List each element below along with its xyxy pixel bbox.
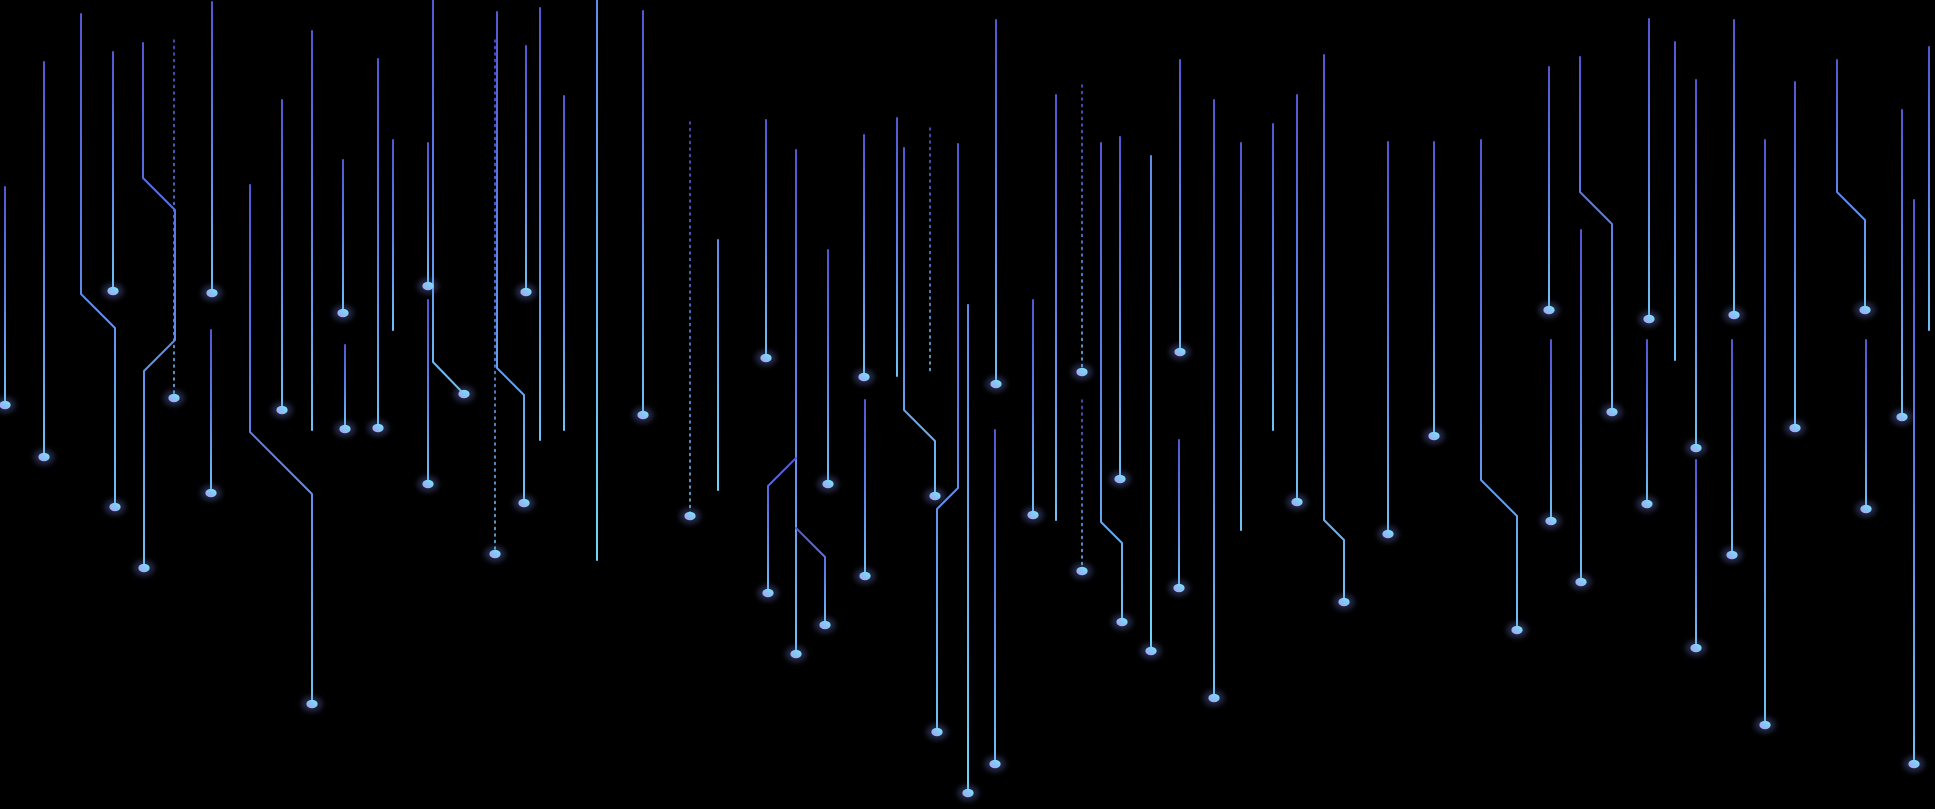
beam-end-dot <box>138 563 150 573</box>
beam-end-dot <box>684 511 696 521</box>
beam-end-dot <box>1641 499 1653 509</box>
beam-end-dot <box>489 549 501 559</box>
beam-end-dot <box>858 372 870 382</box>
beam-end-dot <box>1291 497 1303 507</box>
beam-end-dot <box>990 379 1002 389</box>
beam-end-dot <box>822 479 834 489</box>
beam-end-dot <box>1690 643 1702 653</box>
beam-end-dot <box>306 699 318 709</box>
beam-end-dot <box>1575 577 1587 587</box>
beam-line <box>1836 59 1866 311</box>
beam-end-dot <box>205 488 217 498</box>
beam-end-dot <box>1789 423 1801 433</box>
beam-end-dot <box>1027 510 1039 520</box>
beam-end-dot <box>637 410 649 420</box>
beam-end-dot <box>1545 516 1557 526</box>
beam-end-dot <box>520 287 532 297</box>
beam-end-dot <box>422 479 434 489</box>
beam-end-dot <box>819 620 831 630</box>
beam-end-dot <box>372 423 384 433</box>
beam-end-dot <box>518 498 530 508</box>
beam-end-dot <box>168 393 180 403</box>
beam-end-dot <box>339 424 351 434</box>
beam-line <box>795 527 826 626</box>
beam-line <box>1323 54 1345 603</box>
beam-line <box>1579 56 1613 413</box>
beam-end-dot <box>760 353 772 363</box>
beam-end-dot <box>1606 407 1618 417</box>
beam-line <box>1100 142 1123 623</box>
beam-end-dot <box>1896 412 1908 422</box>
beam-line <box>936 143 959 733</box>
beam-end-dot <box>762 588 774 598</box>
beam-end-dot <box>206 288 218 298</box>
beam-end-dot <box>1759 720 1771 730</box>
beam-end-dot <box>1543 305 1555 315</box>
beam-end-dot <box>276 405 288 415</box>
beam-end-dot <box>1145 646 1157 656</box>
beam-end-dot <box>1728 310 1740 320</box>
beam-end-dot <box>337 308 349 318</box>
beam-end-dot <box>1114 474 1126 484</box>
beam-end-dot <box>989 759 1001 769</box>
beam-end-dot <box>458 389 470 399</box>
beam-end-dot <box>1173 583 1185 593</box>
beam-end-dot <box>1382 529 1394 539</box>
beam-end-dot <box>1076 566 1088 576</box>
beam-end-dot <box>1174 347 1186 357</box>
beam-end-dot <box>0 400 11 410</box>
beam-end-dot <box>1208 693 1220 703</box>
beam-end-dot <box>1643 314 1655 324</box>
beam-end-dot <box>929 491 941 501</box>
beam-end-dot <box>1076 367 1088 377</box>
beam-end-dot <box>1726 550 1738 560</box>
beam-end-dot <box>109 502 121 512</box>
beam-end-dot <box>1428 431 1440 441</box>
beam-line <box>767 457 797 594</box>
beam-line <box>496 11 525 504</box>
beam-line <box>249 184 313 705</box>
beam-end-dot <box>38 452 50 462</box>
beam-end-dot <box>422 281 434 291</box>
beam-line <box>432 0 465 395</box>
beam-end-dot <box>931 727 943 737</box>
beam-end-dot <box>1338 597 1350 607</box>
beam-end-dot <box>1116 617 1128 627</box>
beam-end-dot <box>107 286 119 296</box>
beam-end-dot <box>1859 305 1871 315</box>
beam-line <box>142 42 176 569</box>
beam-end-dot <box>1690 443 1702 453</box>
beam-end-dot <box>859 571 871 581</box>
beam-end-dot <box>1511 625 1523 635</box>
beam-end-dot <box>962 788 974 798</box>
beam-end-dot <box>1908 759 1920 769</box>
beam-end-dot <box>1860 504 1872 514</box>
beam-end-dot <box>790 649 802 659</box>
beam-line <box>1480 139 1518 631</box>
beam-line <box>903 147 936 497</box>
beam-line <box>80 13 116 508</box>
